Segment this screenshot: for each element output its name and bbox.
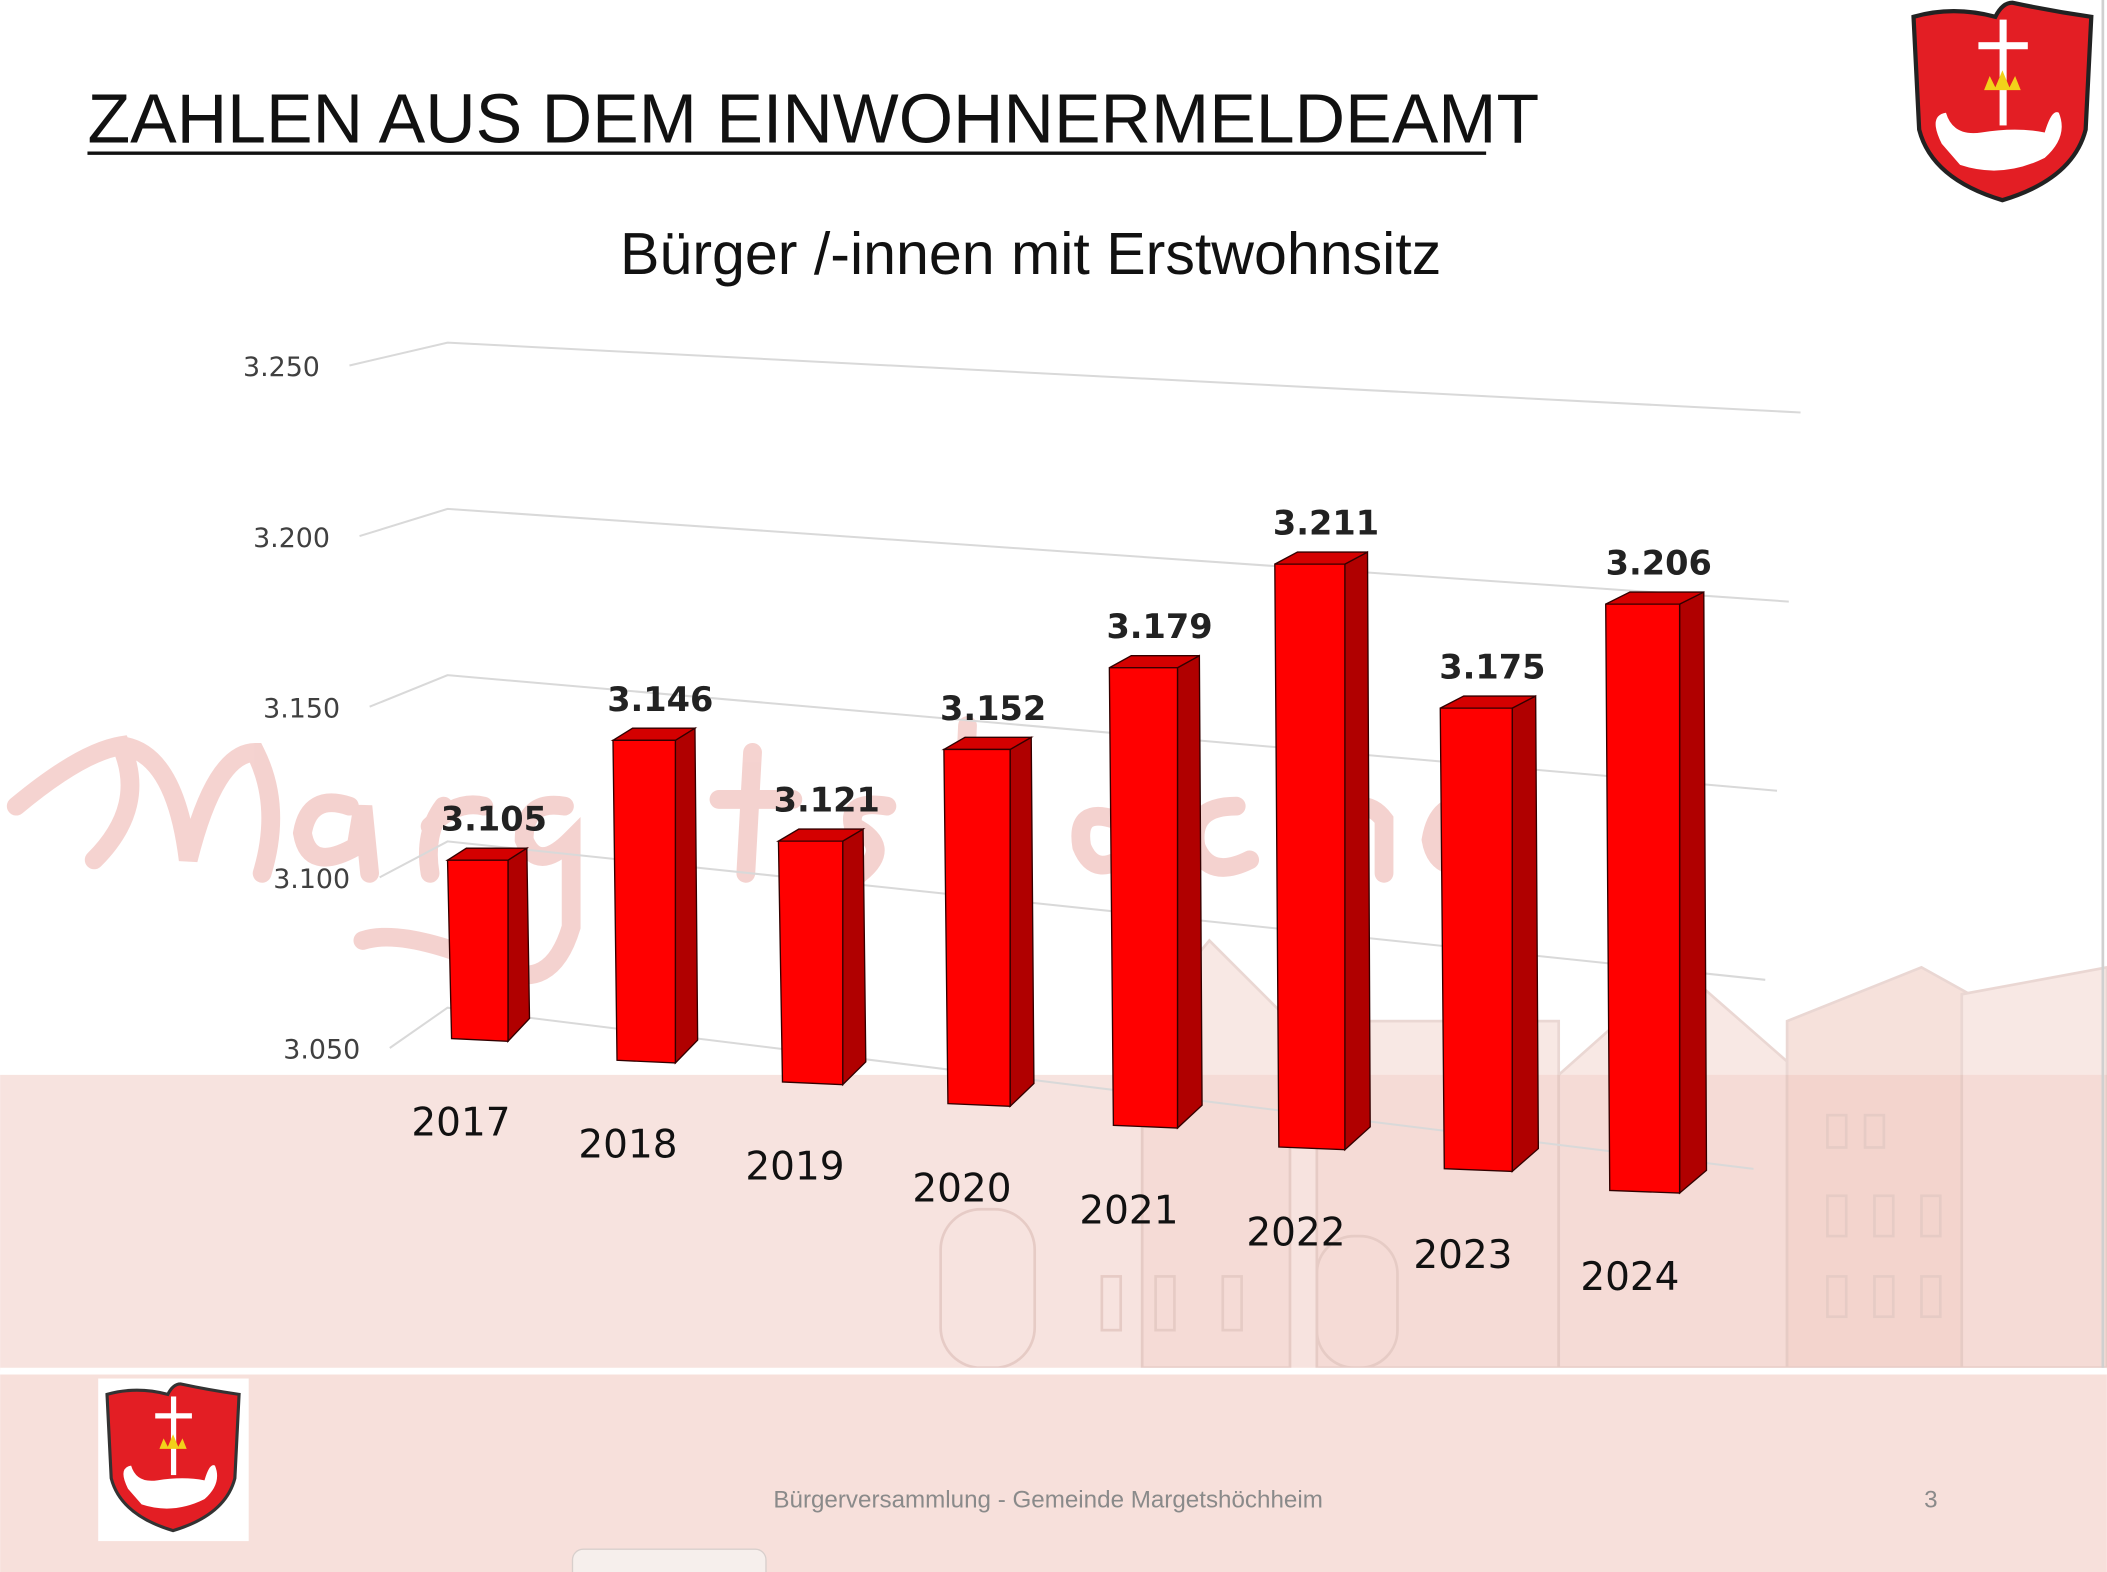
bar-side: [1176, 654, 1203, 1130]
bar: [777, 840, 844, 1086]
bar: [612, 739, 677, 1064]
x-tick-label: 2021: [1079, 1189, 1178, 1234]
x-tick-label: 2023: [1413, 1233, 1512, 1278]
bar-side: [674, 727, 699, 1065]
y-tick-label: 3.100: [273, 864, 350, 895]
data-label: 3.206: [1606, 544, 1712, 583]
slide-title: ZAHLEN AUS DEM EINWOHNERMELDEAMT: [87, 79, 1539, 157]
bar: [943, 748, 1011, 1108]
y-tick-label: 3.250: [243, 352, 320, 383]
x-tick-label: 2020: [912, 1167, 1011, 1212]
coat-of-arms-logo: [1911, 0, 2094, 203]
y-tick-label: 3.050: [283, 1035, 360, 1066]
gridline: [359, 507, 1789, 603]
bar: [446, 859, 509, 1042]
data-label: 3.175: [1439, 648, 1545, 687]
data-label: 3.179: [1106, 607, 1212, 646]
data-label: 3.121: [774, 781, 880, 820]
bar: [1274, 563, 1346, 1151]
gridline: [349, 341, 1801, 414]
data-label: 3.152: [940, 689, 1046, 728]
x-tick-label: 2017: [411, 1100, 510, 1145]
y-tick-label: 3.200: [253, 523, 330, 554]
y-tick-label: 3.150: [263, 693, 340, 724]
x-tick-label: 2018: [578, 1122, 677, 1167]
bar-side: [1678, 590, 1708, 1195]
x-tick-label: 2019: [745, 1144, 844, 1189]
footer-text: Bürgerversammlung - Gemeinde Margetshöch…: [773, 1487, 1322, 1514]
page-number: 3: [1924, 1487, 1937, 1514]
footer: [0, 1374, 2107, 1572]
chart-title: Bürger /-innen mit Erstwohnsitz: [620, 220, 1441, 287]
bar-side: [1009, 736, 1035, 1108]
footer-divider: [0, 1367, 2107, 1375]
gridline: [379, 840, 1766, 981]
data-label: 3.105: [441, 800, 547, 839]
bar: [1439, 707, 1513, 1173]
x-tick-label: 2024: [1580, 1255, 1679, 1300]
bar-side: [842, 827, 867, 1087]
gridline: [369, 674, 1778, 792]
watermark-logo: [6, 716, 1501, 985]
toolbar-tab-button[interactable]: [571, 1548, 767, 1572]
bar-side: [1511, 694, 1540, 1173]
chart-plot: 3.050 3.100 3.150 3.200 3.250 3.105 2017 3.146 2…: [243, 341, 1801, 1300]
bar: [1108, 667, 1179, 1129]
bar-side: [507, 846, 531, 1043]
footer-coat-of-arms-logo: [105, 1382, 241, 1533]
x-tick-label: 2022: [1246, 1211, 1345, 1256]
data-label: 3.146: [607, 680, 713, 719]
bar: [1605, 603, 1681, 1194]
bar-side: [1344, 550, 1371, 1152]
data-label: 3.211: [1273, 504, 1379, 543]
